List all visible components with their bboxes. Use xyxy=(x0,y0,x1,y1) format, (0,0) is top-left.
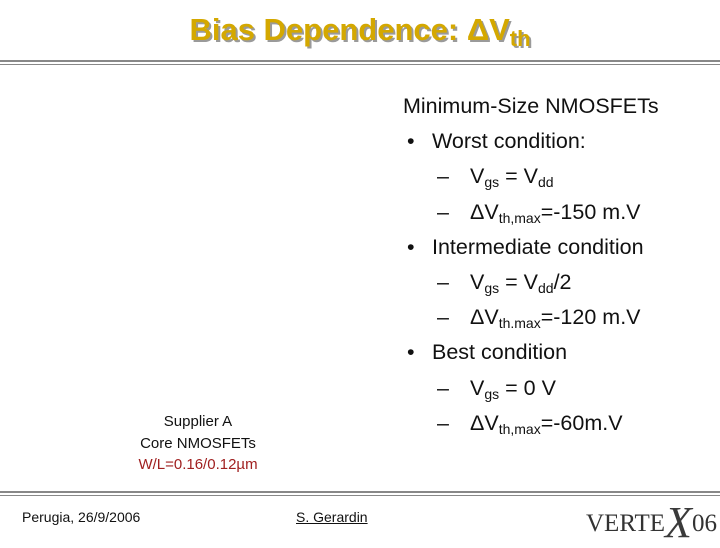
list-line: Best condition xyxy=(432,340,567,365)
list-line: ΔVth,max=-150 m.V xyxy=(470,200,641,226)
list-marker: – xyxy=(437,410,449,435)
footer-author: S. Gerardin xyxy=(296,509,368,525)
list-marker: • xyxy=(407,129,415,154)
text: =-60m.V xyxy=(540,410,623,435)
logo-x: X xyxy=(665,498,692,547)
text: Best condition xyxy=(432,340,568,365)
list-line: Vgs = Vdd/2 xyxy=(470,270,572,296)
list-line: Vgs = Vdd xyxy=(470,164,554,190)
list-marker: – xyxy=(437,305,449,330)
title-rule xyxy=(0,60,720,65)
caption-line: Core NMOSFETs xyxy=(140,434,256,452)
logo-year: 06 xyxy=(691,510,717,537)
text: ΔV xyxy=(470,305,499,330)
list-marker: • xyxy=(407,234,415,259)
text: V xyxy=(470,270,485,294)
footer-rule xyxy=(0,491,720,496)
text: =-150 m.V xyxy=(540,199,641,224)
subscript: gs xyxy=(484,280,500,296)
list-line: Worst condition: xyxy=(432,129,586,154)
subscript: gs xyxy=(484,174,500,191)
text: V xyxy=(470,375,485,400)
list-line: Intermediate condition xyxy=(432,235,644,260)
text: /2 xyxy=(553,270,572,294)
text: V xyxy=(470,164,485,189)
list-line: Minimum-Size NMOSFETs xyxy=(403,94,659,119)
list-line: ΔVth.max=-120 m.V xyxy=(470,305,641,331)
text: ΔV xyxy=(470,410,499,435)
text: = V xyxy=(499,270,538,294)
list-marker: – xyxy=(437,164,449,189)
list-marker: – xyxy=(437,199,449,224)
caption-line: Supplier A xyxy=(163,413,233,430)
slide-title: Bias Dependence: ΔVth xyxy=(0,12,720,52)
list-marker: – xyxy=(437,375,449,400)
title-text: Bias Dependence: ΔV xyxy=(189,12,510,47)
caption: Supplier A Core NMOSFETs W/L=0.16/0.12µm xyxy=(98,411,298,476)
subscript: gs xyxy=(484,385,500,402)
text: Worst condition: xyxy=(432,129,586,154)
subscript: dd xyxy=(537,174,554,191)
text: Minimum-Size NMOSFETs xyxy=(403,94,659,118)
list-marker: • xyxy=(407,340,415,365)
text: = 0 V xyxy=(499,375,556,400)
list-line: ΔVth,max=-60m.V xyxy=(470,411,623,437)
subscript: dd xyxy=(537,280,554,296)
text: ΔV xyxy=(470,199,499,224)
subscript: th,max xyxy=(498,420,541,437)
logo-text: VERTE xyxy=(586,510,666,537)
list-marker: – xyxy=(437,270,449,294)
text: Intermediate condition xyxy=(432,234,644,259)
caption-line: W/L=0.16/0.12µm xyxy=(138,456,258,473)
title-subscript: th xyxy=(509,26,531,51)
subscript: th.max xyxy=(498,315,541,332)
list-line: Vgs = 0 V xyxy=(470,376,556,402)
logo: VERTEX06 xyxy=(586,497,717,548)
subscript: th,max xyxy=(498,209,541,226)
footer-place-date: Perugia, 26/9/2006 xyxy=(22,509,141,525)
text: = V xyxy=(499,164,538,189)
text: =-120 m.V xyxy=(540,305,641,330)
